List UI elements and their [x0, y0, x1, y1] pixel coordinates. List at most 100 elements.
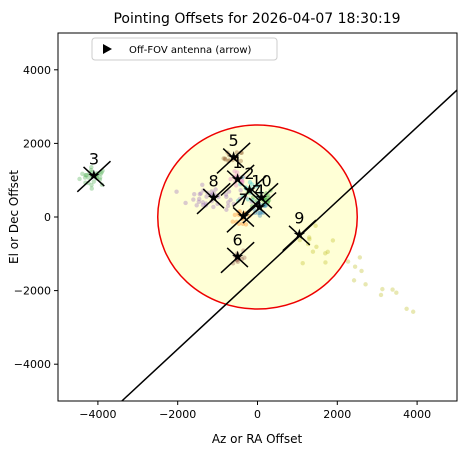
- sample-point: [380, 286, 385, 292]
- sample-point: [263, 196, 268, 202]
- sample-point: [313, 223, 318, 229]
- antenna-error-bar: [232, 206, 255, 228]
- sample-point: [196, 196, 202, 202]
- sample-point: [238, 188, 243, 193]
- x-axis-label: Az or RA Offset: [212, 432, 303, 446]
- sample-point: [233, 183, 239, 188]
- sample-point: [242, 255, 247, 260]
- antenna-marker-4: ★4: [242, 181, 277, 224]
- sample-point: [351, 278, 357, 283]
- antenna-star-icon: ★: [243, 181, 256, 199]
- legend-box: [91, 37, 278, 61]
- sample-point: [80, 171, 85, 177]
- sample-point: [255, 210, 261, 216]
- sample-point: [310, 249, 316, 254]
- sample-point: [257, 213, 263, 218]
- sample-point: [390, 287, 395, 292]
- antenna-error-bar: [226, 247, 249, 268]
- antenna-marker-5: ★5: [216, 131, 251, 174]
- antenna-label: 1: [232, 153, 242, 172]
- antenna-error-bar: [83, 166, 105, 187]
- sample-point: [378, 292, 384, 298]
- sample-point: [235, 251, 240, 256]
- sample-point: [89, 182, 94, 188]
- sample-point: [226, 189, 232, 194]
- antenna-error-bar: [288, 225, 311, 246]
- antenna-star-icon: ★: [253, 198, 266, 216]
- sample-point: [325, 249, 330, 255]
- sample-point: [223, 192, 229, 197]
- sample-point: [234, 173, 240, 179]
- antenna-star-icon: ★: [227, 148, 240, 166]
- sample-point: [223, 157, 228, 162]
- sample-point: [194, 203, 199, 208]
- sample-point: [235, 259, 241, 265]
- y-tick-label: 4000: [23, 64, 51, 77]
- x-tick-label: −2000: [159, 408, 196, 421]
- sample-point: [323, 260, 328, 265]
- antenna-label: 3: [89, 150, 99, 169]
- sample-point: [211, 190, 216, 196]
- legend-marker-triangle-icon: [103, 44, 112, 54]
- sample-point: [323, 251, 328, 256]
- sample-point: [200, 200, 206, 205]
- x-tick-label: −4000: [79, 408, 116, 421]
- antenna-label: 9: [294, 208, 304, 227]
- sample-point: [196, 199, 202, 205]
- antenna-error-bar: [248, 197, 271, 218]
- sample-point: [297, 237, 303, 243]
- sample-point: [330, 238, 336, 243]
- antenna-error-bar: [250, 188, 273, 209]
- antenna-marker-2: ★2: [232, 164, 267, 208]
- antenna-star-icon: ★: [293, 225, 306, 243]
- sample-point: [235, 170, 240, 175]
- antenna-label: 7: [238, 190, 248, 209]
- legend: Off-FOV antenna (arrow): [91, 37, 278, 61]
- sample-point: [394, 290, 399, 295]
- sample-point: [82, 175, 88, 180]
- sample-point: [232, 212, 238, 218]
- antenna-marker-3: ★3: [76, 150, 112, 193]
- sample-point: [183, 200, 188, 206]
- sample-point: [83, 172, 88, 178]
- sample-point: [224, 207, 229, 212]
- sample-point: [262, 203, 268, 209]
- y-axis-label: El or Dec Offset: [7, 170, 21, 264]
- legend-entry-label: Off-FOV antenna (arrow): [129, 45, 252, 56]
- sample-point: [314, 244, 319, 249]
- antenna-marker-8: ★8: [196, 172, 231, 215]
- sample-point: [200, 182, 205, 188]
- sample-point: [84, 173, 89, 178]
- sample-point: [238, 158, 244, 164]
- sample-point: [410, 309, 416, 314]
- plot-area: ★3 ★5★8 ★1★2★10★4★7★6 ★9: [76, 89, 457, 401]
- fov-circle: [157, 124, 358, 310]
- sample-point: [240, 178, 245, 183]
- sample-point: [204, 194, 209, 199]
- sample-point: [98, 175, 103, 180]
- sample-point: [249, 182, 255, 187]
- sample-point: [86, 175, 91, 180]
- sample-point: [77, 176, 82, 182]
- sample-point: [224, 194, 229, 200]
- sample-point: [201, 188, 206, 193]
- sample-point: [230, 219, 235, 224]
- sample-point: [98, 171, 103, 177]
- sample-point: [200, 202, 206, 208]
- sample-point: [211, 204, 216, 210]
- antenna-marker-7: ★7: [226, 190, 261, 233]
- sample-point: [359, 268, 364, 274]
- antenna-label: 6: [232, 230, 242, 249]
- sample-point: [209, 189, 214, 194]
- antenna-star-icon: ★: [237, 207, 250, 225]
- sample-point: [345, 259, 351, 264]
- sample-point: [91, 179, 96, 184]
- y-tick-label: −2000: [14, 285, 51, 298]
- sample-point: [247, 180, 253, 185]
- sample-point: [225, 203, 231, 209]
- x-tick-label: 2000: [323, 408, 351, 421]
- x-tick-label: 4000: [403, 408, 431, 421]
- sample-point: [221, 156, 226, 161]
- antenna-label: 4: [254, 181, 264, 200]
